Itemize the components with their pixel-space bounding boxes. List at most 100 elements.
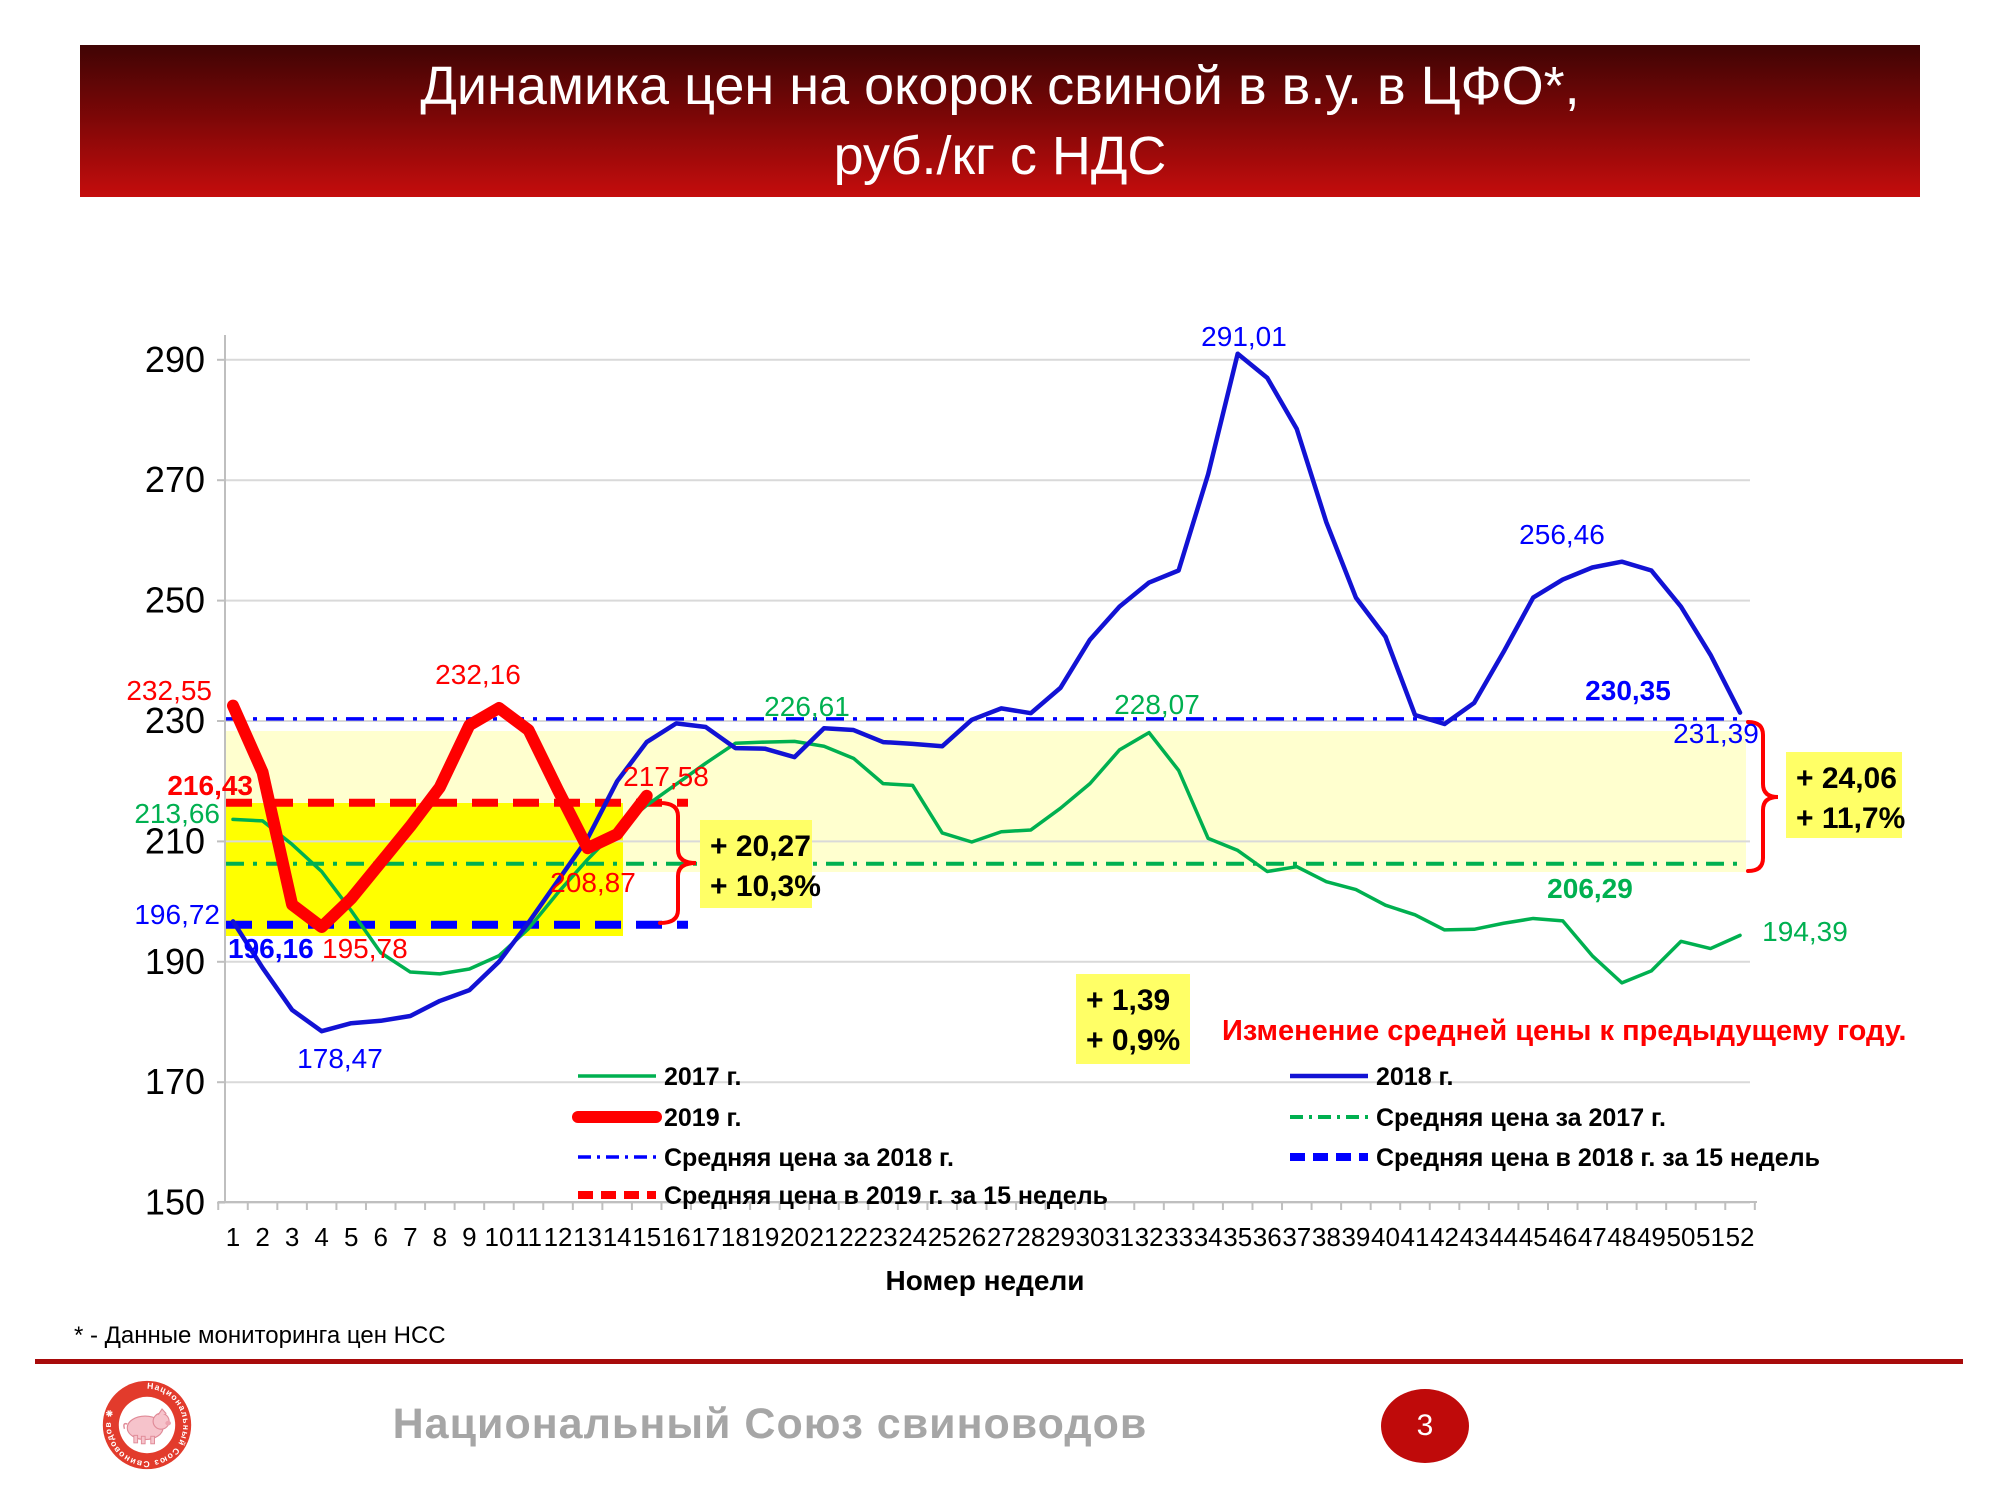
data-label-228_07: 228,07 — [1114, 689, 1200, 720]
footer-divider — [35, 1359, 1963, 1364]
nss-logo-image: Национальный Союз Свиноводов ❋ — [103, 1381, 192, 1469]
legend-item: 2019 г. — [572, 1104, 741, 1132]
week-label: 1 — [226, 1222, 240, 1252]
legend-label: Средняя цена в 2019 г. за 15 недель — [664, 1182, 1108, 1210]
week-label: 32 — [1135, 1222, 1164, 1252]
price-dynamics-chart: 150 170 190 210 230 250 270 290 1 2 3 4 5 6 7 8 9 10 11 12 1… — [0, 200, 2000, 1330]
week-label: 30 — [1075, 1222, 1104, 1252]
week-label: 49 — [1637, 1222, 1666, 1252]
week-label: 36 — [1253, 1222, 1282, 1252]
data-label-196_72: 196,72 — [134, 899, 220, 930]
week-label: 11 — [515, 1222, 542, 1252]
week-label: 18 — [721, 1222, 750, 1252]
week-label: 5 — [344, 1222, 358, 1252]
legend-item: 2018 г. — [1290, 1063, 1453, 1091]
week-label: 7 — [403, 1222, 417, 1252]
week-label: 22 — [839, 1222, 868, 1252]
legend-label: 2018 г. — [1376, 1063, 1453, 1091]
week-label: 25 — [928, 1222, 957, 1252]
y-axis-label: 230 — [145, 700, 205, 741]
week-label: 34 — [1194, 1222, 1223, 1252]
week-label: 42 — [1430, 1222, 1459, 1252]
legend-label: Средняя цена за 2018 г. — [664, 1144, 954, 1172]
callout-text: + 1,39 — [1086, 984, 1170, 1017]
week-label: 38 — [1312, 1222, 1341, 1252]
legend-label: 2017 г. — [664, 1063, 741, 1091]
callout-box — [1786, 752, 1902, 838]
data-label-206_29: 206,29 — [1547, 873, 1633, 904]
15-week-average-gap-band — [226, 803, 623, 936]
slide-header: Динамика цен на окорок свиной в в.у. в Ц… — [80, 45, 1920, 197]
week-label: 43 — [1460, 1222, 1489, 1252]
y-axis-label: 270 — [145, 459, 205, 500]
x-axis-title: Номер недели — [886, 1265, 1085, 1296]
week-label: 40 — [1371, 1222, 1400, 1252]
y-axis-label: 210 — [145, 820, 205, 861]
data-label-230_35: 230,35 — [1585, 675, 1671, 706]
data-label-256_46: 256,46 — [1519, 519, 1605, 550]
page-number: 3 — [1416, 1409, 1434, 1442]
pig-icon — [123, 1408, 171, 1445]
week-label: 6 — [374, 1222, 388, 1252]
callout-delta-15-weeks: + 20,27 + 10,3% — [700, 820, 821, 908]
data-label-231_39: 231,39 — [1673, 718, 1759, 749]
y-axis-label: 250 — [145, 580, 205, 621]
week-label: 19 — [750, 1222, 779, 1252]
week-label: 37 — [1282, 1222, 1311, 1252]
callout-text: + 10,3% — [710, 870, 821, 903]
footnote: * - Данные мониторинга цен НСС — [74, 1322, 446, 1349]
callout-text: + 0,9% — [1086, 1024, 1180, 1057]
week-label: 14 — [603, 1222, 632, 1252]
y-axis-label: 290 — [145, 339, 205, 380]
week-label: 48 — [1607, 1222, 1636, 1252]
week-label: 20 — [780, 1222, 809, 1252]
week-label: 4 — [314, 1222, 328, 1252]
week-label: 9 — [462, 1222, 476, 1252]
week-label: 26 — [957, 1222, 986, 1252]
data-label-196_16: 196,16 — [228, 933, 314, 964]
week-label: 39 — [1341, 1222, 1370, 1252]
week-label: 29 — [1046, 1222, 1075, 1252]
week-label: 46 — [1548, 1222, 1577, 1252]
week-label: 23 — [869, 1222, 898, 1252]
week-label: 8 — [433, 1222, 447, 1252]
week-label: 31 — [1105, 1222, 1134, 1252]
week-label: 24 — [898, 1222, 927, 1252]
note-average-change: Изменение средней цены к предыдущему год… — [1222, 1015, 1906, 1047]
legend-label: Средняя цена за 2017 г. — [1376, 1104, 1666, 1132]
brace-yearly-gap — [1746, 720, 1779, 873]
week-label: 27 — [987, 1222, 1016, 1252]
week-label: 13 — [573, 1222, 602, 1252]
data-label-291_01: 291,01 — [1201, 321, 1287, 352]
week-label: 16 — [662, 1222, 691, 1252]
y-axis-label: 190 — [145, 941, 205, 982]
callout-box — [1076, 974, 1190, 1064]
y-axis-label: 150 — [145, 1182, 205, 1223]
week-label: 28 — [1016, 1222, 1045, 1252]
week-label: 2 — [255, 1222, 269, 1252]
legend-label: Средняя цена в 2018 г. за 15 недель — [1376, 1144, 1820, 1172]
week-label: 50 — [1666, 1222, 1695, 1252]
data-label-195_78: 195,78 — [322, 933, 408, 964]
callout-delta-yearly: + 24,06 + 11,7% — [1786, 752, 1905, 838]
legend-label: 2019 г. — [664, 1104, 741, 1132]
callout-delta-2017-vs-2016: + 1,39 + 0,9% — [1076, 974, 1190, 1064]
week-label: 47 — [1578, 1222, 1607, 1252]
legend-item: Средняя цена за 2017 г. — [1290, 1104, 1666, 1132]
nss-logo: Национальный Союз Свиноводов ❋ — [100, 1378, 194, 1472]
y-axis-label: 170 — [145, 1061, 205, 1102]
data-label-178_47: 178,47 — [297, 1043, 383, 1074]
week-label: 41 — [1401, 1222, 1430, 1252]
week-label: 15 — [632, 1222, 661, 1252]
callout-text: + 24,06 — [1796, 762, 1897, 795]
week-label: 10 — [484, 1222, 513, 1252]
week-label: 12 — [544, 1222, 573, 1252]
page-number-badge: 3 — [1381, 1389, 1469, 1463]
data-label-216_43: 216,43 — [167, 770, 253, 801]
legend-item: Средняя цена в 2018 г. за 15 недель — [1290, 1144, 1820, 1172]
data-label-217_58: 217,58 — [623, 761, 709, 792]
legend: 2017 г. 2019 г. Средняя цена за 2018 г. Сре… — [572, 1063, 1820, 1210]
slide-title-line1: Динамика цен на окорок свиной в в.у. в Ц… — [420, 56, 1580, 116]
